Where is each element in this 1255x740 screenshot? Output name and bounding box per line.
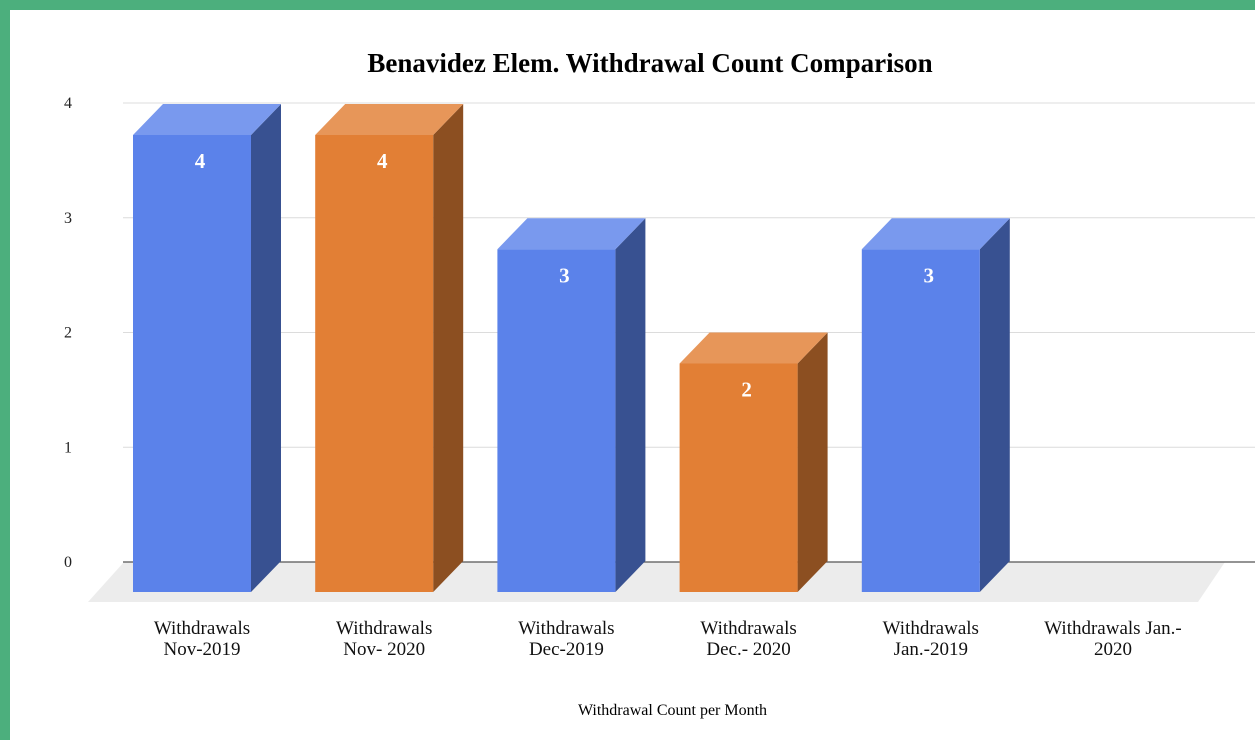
bar-side [615,218,646,592]
bar [679,363,798,592]
x-tick-label: Dec-2019 [529,639,604,660]
x-tick-label: Withdrawals [518,618,614,639]
bar-top [497,218,646,250]
x-tick-label: Withdrawals [154,618,250,639]
x-tick-label: Withdrawals [336,618,432,639]
y-tick-label: 2 [64,325,72,342]
x-axis-title: Withdrawal Count per Month [577,702,768,719]
data-label: 3 [559,263,570,287]
bar-side [979,218,1010,592]
bar-top [133,104,281,135]
x-tick-label: 2020 [1094,639,1132,660]
bar [861,249,980,592]
data-label: 2 [741,378,752,402]
data-label: 3 [924,263,935,287]
x-tick-label: Withdrawals [700,618,796,639]
bar-side [433,104,464,592]
chart-title: Benavidez Elem. Withdrawal Count Compari… [367,48,933,78]
bar-top [861,218,1010,250]
x-tick-label: Dec.- 2020 [706,639,790,660]
y-tick-label: 1 [64,439,72,456]
x-tick-label: Withdrawals Jan.- [1044,618,1181,639]
y-tick-label: 0 [64,554,72,571]
y-tick-label: 4 [64,95,72,112]
bar [133,135,251,592]
x-tick-label: Jan.-2019 [894,639,968,660]
data-label: 4 [195,149,206,173]
bar-side [251,104,281,592]
chart-frame: Benavidez Elem. Withdrawal Count Compari… [10,10,1255,740]
bar [315,135,434,592]
bar-top [315,104,464,135]
y-tick-label: 3 [64,210,72,227]
bar-side [797,332,828,592]
bar [497,249,616,592]
chart-plot: 012344WithdrawalsNov-20194WithdrawalsNov… [64,95,1255,660]
bar-top [679,332,828,364]
data-label: 4 [377,149,388,173]
x-tick-label: Nov- 2020 [343,639,425,660]
x-tick-label: Nov-2019 [163,639,240,660]
x-tick-label: Withdrawals [883,618,979,639]
